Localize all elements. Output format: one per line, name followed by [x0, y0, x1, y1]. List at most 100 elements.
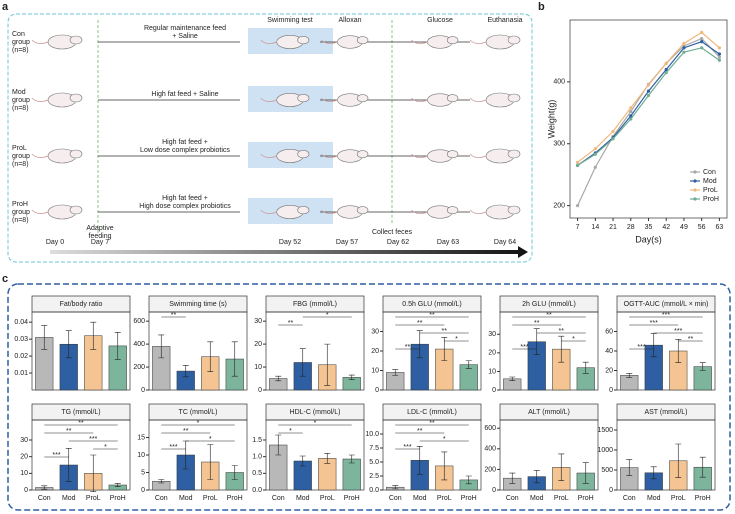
- error-bar: [90, 454, 97, 492]
- x-tick-label: 42: [662, 224, 670, 231]
- point: [575, 204, 580, 208]
- y-tick-label: 10.0: [365, 431, 379, 438]
- significance-label: **: [688, 336, 694, 343]
- rat-icon: [469, 34, 521, 50]
- significance-label: **: [559, 328, 565, 335]
- error-bar: [582, 361, 589, 374]
- significance-label: *: [443, 436, 446, 443]
- rat-head: [356, 36, 369, 45]
- legend-marker: [693, 170, 697, 174]
- day-label: Day 0: [46, 239, 64, 246]
- rat-icon: [260, 35, 310, 49]
- y-tick-label: 10: [488, 368, 496, 375]
- rat-head: [446, 94, 459, 103]
- error-bar: [299, 455, 306, 467]
- rat-head: [356, 206, 369, 215]
- error-bar: [558, 453, 565, 482]
- y-tick-label: 0.03: [14, 336, 28, 343]
- rat-head: [356, 94, 369, 103]
- label-line: High fat feed + Saline: [151, 91, 218, 98]
- error-bar: [441, 451, 448, 481]
- x-tick-label: Mod: [179, 495, 193, 502]
- point: [664, 67, 668, 72]
- x-tick-label: ProH: [461, 495, 477, 502]
- plot-frame: [31, 419, 131, 491]
- y-tick-label: 200: [133, 364, 145, 371]
- error-bar: [158, 479, 165, 484]
- y-tick-label: 0: [492, 387, 496, 394]
- error-bar: [650, 466, 657, 480]
- rat-icon: [260, 205, 310, 219]
- plot-frame: [265, 419, 365, 491]
- label-line: Mod: [12, 89, 26, 96]
- significance-label: *: [197, 420, 200, 427]
- point: [700, 30, 704, 34]
- y-tick-label: 10: [254, 364, 262, 371]
- rat-tail: [411, 39, 428, 44]
- step-label: Glucose: [427, 17, 453, 24]
- y-tick-label: 400: [553, 79, 565, 86]
- rat-icon: [321, 149, 369, 163]
- rat-icon: [411, 93, 459, 107]
- chart-title: TG (mmol/L): [61, 409, 100, 416]
- y-tick-label: 300: [553, 141, 565, 148]
- label-line: ProL: [12, 145, 27, 152]
- rat-head: [446, 206, 459, 215]
- chart-title: OGTT-AUC (mmol/L × min): [624, 301, 709, 308]
- rat-icon: [411, 205, 459, 219]
- rat-tail: [260, 97, 277, 102]
- point: [646, 93, 651, 98]
- significance-label: **: [442, 328, 448, 335]
- day-label: Day 63: [437, 239, 459, 246]
- series-line: [577, 47, 720, 166]
- rat-head: [297, 93, 310, 103]
- rat-head: [297, 150, 310, 159]
- error-bar: [65, 448, 72, 482]
- significance-label: **: [429, 420, 435, 427]
- significance-label: ***: [89, 436, 97, 443]
- rat-head: [507, 35, 521, 45]
- step-label: Alloxan: [339, 17, 362, 24]
- y-tick-label: 20: [488, 350, 496, 357]
- label-line: ProH: [12, 201, 28, 208]
- rat-icon: [31, 148, 83, 164]
- x-tick-label: 56: [698, 224, 706, 231]
- y-tick-label: 60: [605, 328, 613, 335]
- x-tick-label: ProH: [110, 495, 126, 502]
- error-bar: [348, 454, 355, 464]
- y-tick-label: 10: [371, 367, 379, 374]
- y-tick-label: 0: [492, 487, 496, 494]
- error-bar: [324, 343, 331, 386]
- label-line: group: [12, 39, 30, 46]
- error-bar: [114, 332, 121, 360]
- point: [664, 61, 668, 65]
- x-tick-label: 35: [645, 224, 653, 231]
- x-tick-label: Con: [38, 495, 51, 502]
- rat-tail: [411, 209, 428, 214]
- y-tick-label: 1500: [597, 427, 613, 434]
- chart-title: FBG (mmol/L): [293, 301, 337, 308]
- y-tick-label: 20: [254, 341, 262, 348]
- x-tick-label: Con: [623, 495, 636, 502]
- y-tick-label: 30: [371, 328, 379, 335]
- rat-tail: [321, 39, 338, 44]
- legend-label: ProL: [703, 187, 718, 194]
- y-tick-label: 400: [133, 341, 145, 348]
- point: [646, 89, 651, 93]
- significance-label: **: [417, 320, 423, 327]
- point: [611, 137, 615, 141]
- y-tick-label: 20: [20, 454, 28, 461]
- x-tick-label: Con: [389, 495, 402, 502]
- point: [646, 83, 651, 87]
- point: [629, 109, 633, 114]
- legend-marker: [693, 179, 697, 183]
- rat-icon: [31, 34, 83, 50]
- y-tick-label: 0: [609, 387, 613, 394]
- y-tick-label: 1.5: [252, 437, 262, 444]
- label-line: feeding: [89, 233, 112, 240]
- error-bar: [299, 348, 306, 377]
- point: [575, 160, 580, 164]
- significance-label: *: [209, 436, 212, 443]
- error-bar: [558, 335, 565, 363]
